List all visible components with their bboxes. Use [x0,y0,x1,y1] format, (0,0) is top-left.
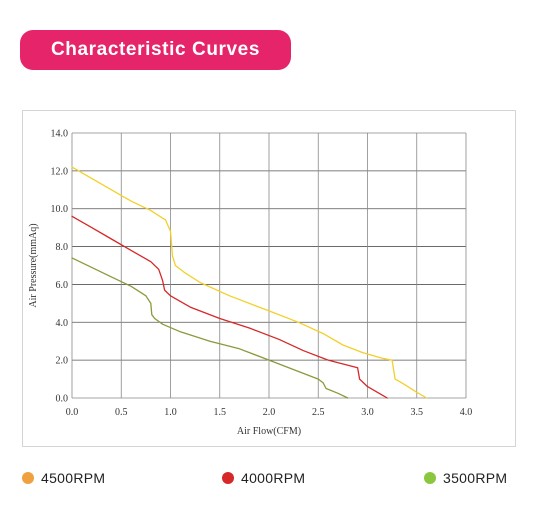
x-tick-label: 3.5 [411,407,424,418]
x-tick-label: 0.0 [66,407,79,418]
legend-dot-icon [22,472,34,484]
page-title: Characteristic Curves [50,39,261,60]
y-tick-label: 12.0 [51,166,69,177]
y-tick-label: 0.0 [56,394,69,405]
legend-item-4000rpm: 4000RPM [222,468,305,488]
x-axis-label: Air Flow(CFM) [237,426,301,437]
chart-ticks: 0.0 2.0 4.0 6.0 8.0 10.0 12.0 14.0 0.0 0.5 1.0 1.5 2… [51,129,473,419]
y-axis-label: Air Pressure(mmAq) [28,223,39,307]
legend-item-3500rpm: 3500RPM [424,468,507,488]
series-line-4000rpm [71,215,388,399]
legend-dot-icon [222,472,234,484]
x-tick-label: 0.5 [115,407,128,418]
y-tick-label: 2.0 [56,356,69,367]
y-tick-label: 8.0 [56,242,69,253]
series-line-3500rpm [71,257,349,399]
characteristic-curves-chart: 0.0 2.0 4.0 6.0 8.0 10.0 12.0 14.0 0.0 0.5 1.0 1.5 2… [28,129,473,438]
title-banner: Characteristic Curves [20,30,291,70]
y-tick-label: 6.0 [56,280,69,291]
legend-label: 4000RPM [241,470,306,486]
x-tick-label: 4.0 [460,407,473,418]
x-tick-label: 1.0 [164,407,177,418]
y-tick-label: 10.0 [51,204,69,215]
chart-frame [22,110,516,447]
x-tick-label: 2.0 [263,407,276,418]
series-line-4500rpm [71,166,428,399]
y-tick-label: 14.0 [51,129,69,140]
y-tick-label: 4.0 [56,318,69,329]
legend-item-4500rpm: 4500RPM [22,468,105,488]
legend-dot-icon [424,472,436,484]
x-tick-label: 2.5 [312,407,325,418]
chart-grid [71,132,467,399]
chart-series [71,166,428,399]
legend-label: 4500RPM [41,470,106,486]
x-tick-label: 1.5 [214,407,227,418]
legend-label: 3500RPM [443,470,508,486]
x-tick-label: 3.0 [361,407,374,418]
